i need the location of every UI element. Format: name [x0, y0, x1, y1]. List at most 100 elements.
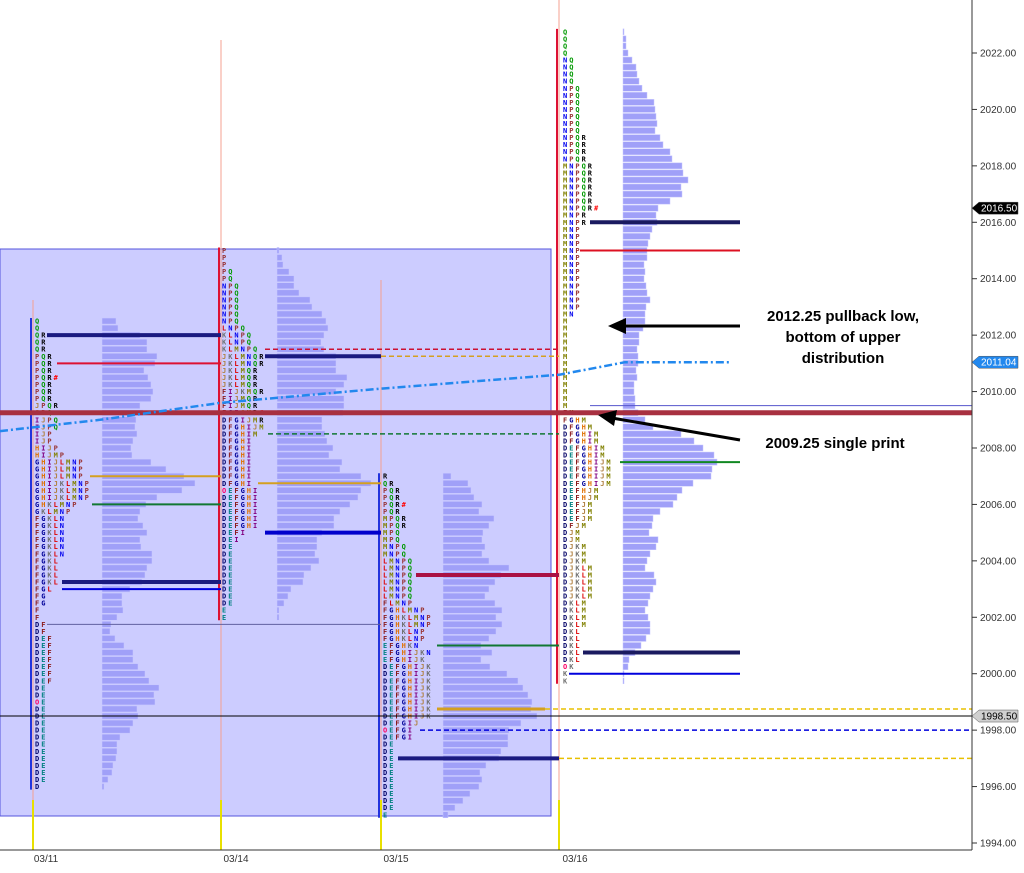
tpo-letter: J [253, 423, 257, 431]
tpo-letter: K [569, 642, 574, 650]
tpo-letter: D [383, 670, 387, 678]
tpo-letter: R [588, 162, 593, 170]
tpo-letter: M [72, 487, 76, 495]
tpo-letter: M [241, 367, 245, 375]
tpo-letter: E [228, 529, 232, 537]
tpo-letter: N [563, 71, 567, 79]
tpo-letter: N [569, 303, 573, 311]
tpo-letter: Q [569, 57, 573, 65]
tpo-letter: J [54, 466, 58, 474]
tpo-letter: P [575, 219, 579, 227]
tpo-letter: N [60, 522, 64, 530]
tpo-letter: G [41, 536, 45, 544]
volume-bar [276, 317, 327, 325]
tpo-letter: D [563, 515, 567, 523]
tpo-letter: D [222, 466, 226, 474]
tpo-letter: G [41, 579, 45, 587]
volume-bar [276, 423, 323, 431]
tpo-letter: H [241, 473, 245, 481]
volume-bar [622, 289, 648, 297]
price-axis[interactable]: 2022.002020.002018.002016.002014.002012.… [971, 0, 1019, 850]
tpo-letter: Q [563, 42, 567, 50]
tpo-letter: Q [575, 141, 579, 149]
tpo-letter: L [408, 635, 412, 643]
tpo-letter: J [54, 480, 58, 488]
volume-bar [622, 480, 694, 487]
tpo-letter: R [588, 176, 593, 184]
tpo-letter: M [66, 459, 70, 467]
tpo-letter: G [402, 677, 406, 685]
tpo-letter: Q [234, 282, 238, 290]
tpo-letter: K [47, 557, 52, 565]
price-tick-label: 2004.00 [980, 556, 1017, 567]
volume-bar [622, 472, 712, 480]
tpo-letter: H [408, 677, 412, 685]
tpo-letter: K [60, 480, 65, 488]
tpo-letter: K [41, 508, 46, 516]
tpo-letter: K [222, 332, 227, 340]
date-axis[interactable]: 03/11 03/14 03/15 03/16 [0, 849, 972, 865]
tpo-letter: M [241, 360, 245, 368]
tpo-letter: P [569, 155, 573, 163]
tpo-letter: D [563, 550, 567, 558]
volume-bar [101, 663, 139, 670]
tpo-letter: D [222, 459, 226, 467]
volume-bar [622, 28, 625, 36]
tpo-letter: N [563, 78, 567, 86]
tpo-letter: G [241, 494, 245, 502]
tpo-letter: L [575, 614, 579, 622]
volume-bar [101, 592, 123, 600]
tpo-letter: J [420, 670, 424, 678]
tpo-letter: P [85, 487, 89, 495]
tpo-letter: M [563, 268, 567, 276]
tpo-row: K [563, 670, 568, 678]
tpo-letter: F [383, 607, 387, 615]
tpo-letter: M [606, 480, 610, 488]
tpo-letter: K [426, 663, 431, 671]
tpo-letter: D [35, 748, 39, 756]
tpo-letter: Q [395, 515, 399, 523]
tpo-letter: H [395, 614, 399, 622]
tpo-letter: N [563, 106, 567, 114]
volume-bar [622, 543, 657, 550]
volume-bar [442, 762, 487, 769]
tpo-letter: F [383, 635, 387, 643]
tpo-letter: Q [408, 593, 412, 601]
price-tick-label: 2016.00 [980, 218, 1017, 229]
tpo-letter: J [420, 691, 424, 699]
tpo-letter: Q [35, 346, 39, 354]
tpo-letter: G [234, 444, 238, 452]
tpo-letter: M [582, 600, 586, 608]
price-tick-label: 2000.00 [980, 669, 1017, 680]
tpo-letter: D [383, 698, 387, 706]
tpo-letter: H [408, 663, 412, 671]
tpo-letter: G [35, 494, 39, 502]
tpo-letter: K [222, 346, 227, 354]
tpo-letter: G [241, 515, 245, 523]
tpo-letter: N [426, 649, 430, 657]
tpo-letter: R [582, 148, 587, 156]
tpo-letter: D [563, 614, 567, 622]
tpo-letter: M [389, 586, 393, 594]
